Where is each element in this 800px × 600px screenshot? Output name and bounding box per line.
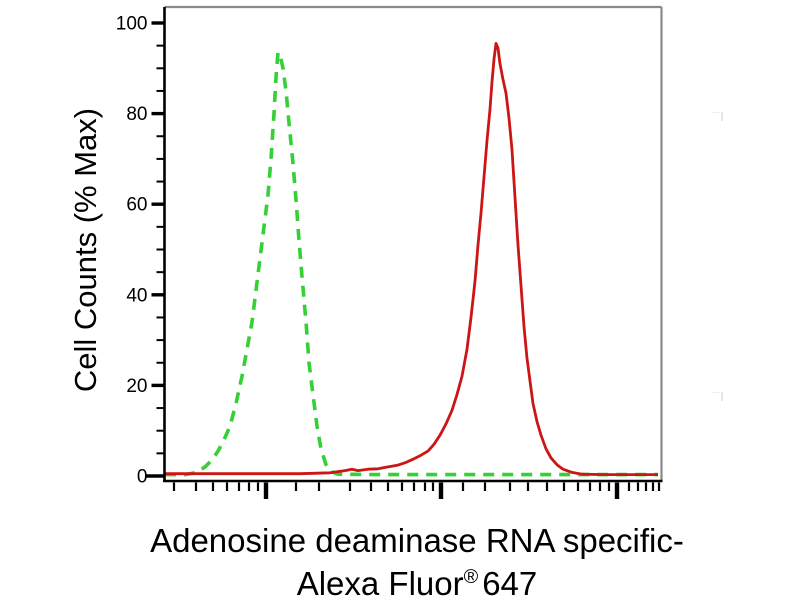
- faint-edge-artifact: [712, 112, 723, 121]
- registered-trademark-symbol: ®: [463, 566, 479, 588]
- green-dashed-curve: [165, 50, 658, 477]
- red-solid-curve: [165, 42, 658, 477]
- y-tick-label: 40: [126, 285, 147, 306]
- y-tick-label: 60: [126, 195, 147, 216]
- y-tick-label: 20: [126, 376, 147, 397]
- x-axis-title-line2: Alexa Fluor® 647: [33, 559, 800, 600]
- x-axis-title-fluor: Alexa Fluor: [296, 565, 464, 600]
- faint-edge-artifact: [712, 392, 723, 401]
- y-tick-label: 0: [137, 467, 148, 488]
- y-tick-label: 100: [116, 14, 148, 35]
- x-axis-title-647: 647: [482, 565, 538, 600]
- y-tick-label: 80: [126, 104, 147, 125]
- x-axis-title: Adenosine deaminase RNA specific- Alexa …: [33, 522, 800, 600]
- x-axis-title-line1: Adenosine deaminase RNA specific-: [150, 522, 684, 559]
- y-axis-title: Cell Counts (% Max): [68, 107, 103, 393]
